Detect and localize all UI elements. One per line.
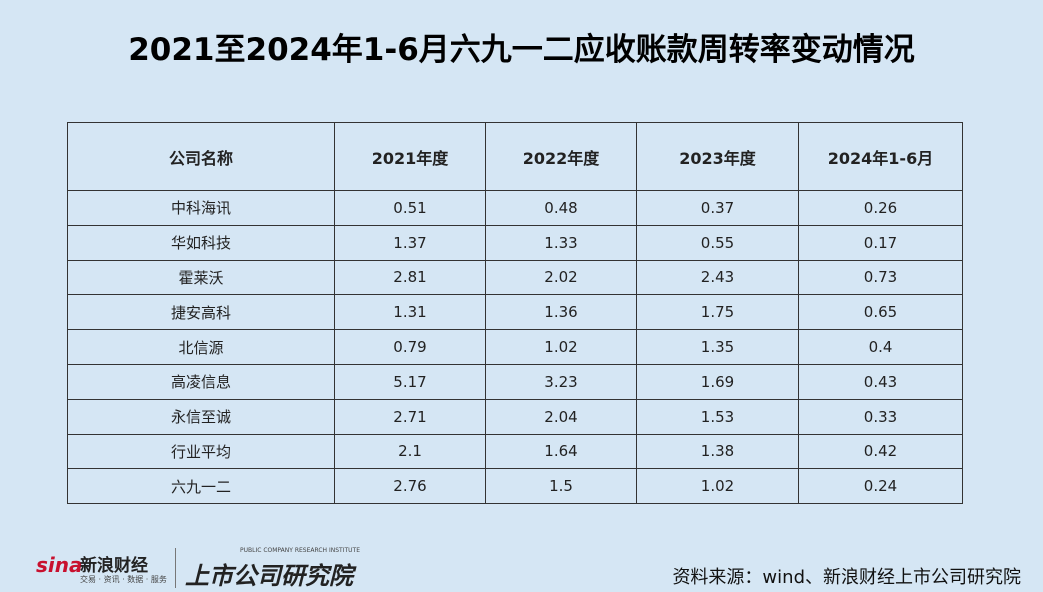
value-cell: 1.33 [485,224,637,261]
company-cell: 行业平均 [67,433,335,470]
value-cell: 1.02 [636,468,799,505]
value-cell: 2.43 [636,259,799,296]
company-cell: 中科海讯 [67,190,335,226]
value-cell: 1.69 [636,363,799,400]
table-row: 中科海讯 0.51 0.48 0.37 0.26 [67,190,963,226]
table-row: 华如科技 1.37 1.33 0.55 0.17 [67,224,963,261]
value-cell: 2.71 [334,398,486,435]
value-cell: 0.42 [798,433,963,470]
company-cell: 六九一二 [67,468,335,505]
value-cell: 1.36 [485,294,637,331]
table: 公司名称 2021年度 2022年度 2023年度 2024年1-6月 中科海讯 0.51… [67,122,963,505]
value-cell: 0.65 [798,294,963,331]
value-cell: 1.31 [334,294,486,331]
column-header: 2022年度 [485,122,637,191]
value-cell: 0.24 [798,468,963,505]
table-row: 霍莱沃 2.81 2.02 2.43 0.73 [67,259,963,296]
source: 资料来源：wind、新浪财经上市公司研究院 [672,567,1021,588]
institute-en: PUBLIC COMPANY RESEARCH INSTITUTE [240,547,360,554]
title: 2021至2024年1-6月六九一二应收账款周转率变动情况 [128,32,915,68]
value-cell: 5.17 [334,363,486,400]
table-row: 永信至诚 2.71 2.04 1.53 0.33 [67,398,963,435]
value-cell: 1.75 [636,294,799,331]
value-cell: 0.17 [798,224,963,261]
value-cell: 2.81 [334,259,486,296]
value-cell: 1.37 [334,224,486,261]
column-header: 2024年1-6月 [798,122,963,191]
company-cell: 永信至诚 [67,398,335,435]
separator [175,548,176,588]
table-row: 六九一二 2.76 1.5 1.02 0.24 [67,468,963,505]
value-cell: 0.37 [636,190,799,226]
value-cell: 1.35 [636,329,799,365]
company-cell: 霍莱沃 [67,259,335,296]
company-cell: 捷安高科 [67,294,335,331]
value-cell: 0.4 [798,329,963,365]
value-cell: 0.79 [334,329,486,365]
value-cell: 0.43 [798,363,963,400]
logo-name: 新浪财经 [80,556,148,576]
logo-sina: sina [36,553,83,577]
value-cell: 1.64 [485,433,637,470]
value-cell: 0.73 [798,259,963,296]
table-body: 中科海讯 0.51 0.48 0.37 0.26 华如科技 1.37 1.33 0.55 0.17… [67,190,963,505]
value-cell: 1.38 [636,433,799,470]
logo-tagline: 交易 · 资讯 · 数据 · 服务 [80,575,167,584]
value-cell: 1.5 [485,468,637,505]
company-cell: 高凌信息 [67,363,335,400]
column-header: 2023年度 [636,122,799,191]
table-row: 北信源 0.79 1.02 1.35 0.4 [67,329,963,365]
company-cell: 华如科技 [67,224,335,261]
table-row: 捷安高科 1.31 1.36 1.75 0.65 [67,294,963,331]
value-cell: 2.1 [334,433,486,470]
value-cell: 0.33 [798,398,963,435]
institute: 上市公司研究院 [185,562,353,590]
column-header: 公司名称 [67,122,335,191]
column-header: 2021年度 [334,122,486,191]
value-cell: 2.02 [485,259,637,296]
value-cell: 2.76 [334,468,486,505]
value-cell: 0.26 [798,190,963,226]
table-row: 行业平均 2.1 1.64 1.38 0.42 [67,433,963,470]
value-cell: 1.02 [485,329,637,365]
value-cell: 1.53 [636,398,799,435]
value-cell: 0.48 [485,190,637,226]
value-cell: 3.23 [485,363,637,400]
table-row: 高凌信息 5.17 3.23 1.69 0.43 [67,363,963,400]
value-cell: 0.51 [334,190,486,226]
value-cell: 2.04 [485,398,637,435]
value-cell: 0.55 [636,224,799,261]
header-row: 公司名称 2021年度 2022年度 2023年度 2024年1-6月 [67,122,963,191]
company-cell: 北信源 [67,329,335,365]
